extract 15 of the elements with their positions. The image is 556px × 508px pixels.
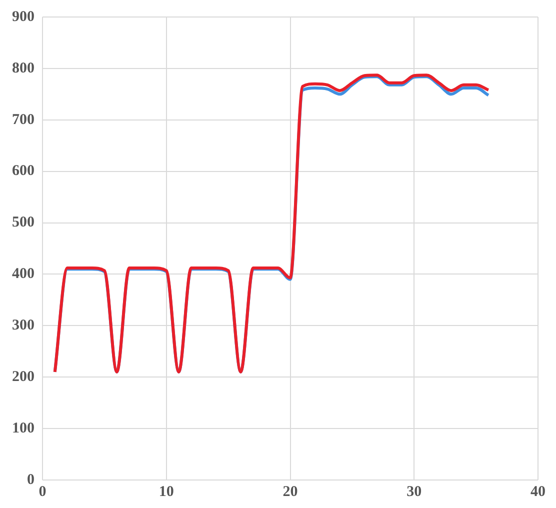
y-tick-label: 300 xyxy=(12,318,34,334)
y-tick-label: 100 xyxy=(12,420,34,436)
x-tick-label: 20 xyxy=(282,484,298,500)
x-tick-label: 40 xyxy=(530,484,546,500)
y-tick-label: 700 xyxy=(12,112,34,128)
x-tick-label: 10 xyxy=(158,484,174,500)
y-tick-label: 0 xyxy=(27,472,34,488)
y-tick-label: 900 xyxy=(12,8,34,25)
y-tick-label: 400 xyxy=(12,266,34,282)
y-tick-label: 500 xyxy=(12,214,34,231)
x-tick-label: 30 xyxy=(406,484,422,500)
y-tick-label: 800 xyxy=(12,60,34,76)
y-tick-label: 600 xyxy=(12,163,34,180)
x-tick-label: 0 xyxy=(38,484,46,500)
y-tick-label: 200 xyxy=(12,368,34,385)
